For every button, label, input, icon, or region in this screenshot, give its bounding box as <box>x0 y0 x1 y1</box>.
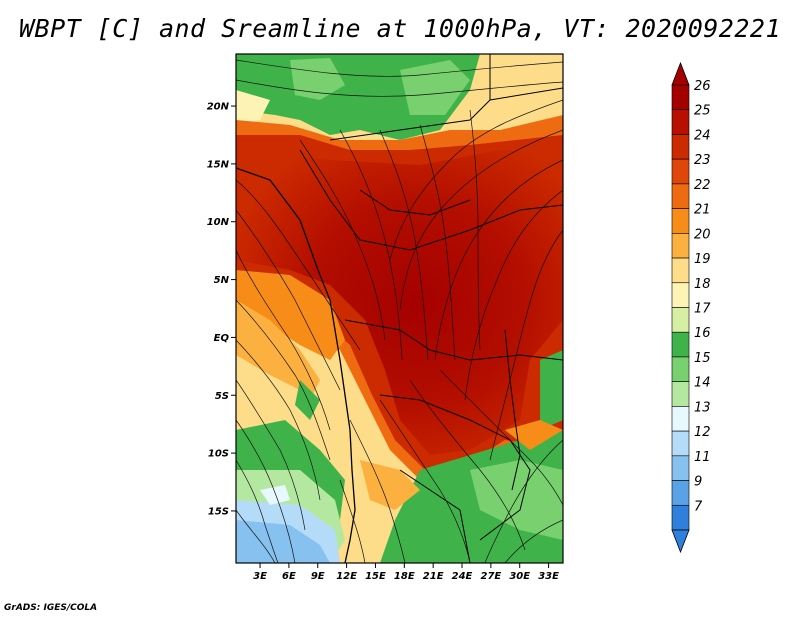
colorbar-swatch <box>671 430 690 457</box>
lat-label: 5S <box>215 391 229 402</box>
colorbar-label: 23 <box>694 153 711 168</box>
lat-label: 15N <box>207 159 230 170</box>
chart-title: WBPT [C] and Sreamline at 1000hPa, VT: 2… <box>18 14 781 43</box>
colorbar-label: 15 <box>694 351 711 366</box>
colorbar-label: 25 <box>694 104 711 119</box>
colorbar-label: 14 <box>694 376 711 391</box>
lat-label: 20N <box>207 102 230 113</box>
lon-label: 6E <box>282 571 296 582</box>
colorbar-label: 18 <box>694 277 711 292</box>
borders <box>236 54 563 563</box>
colorbar-swatch <box>671 183 690 209</box>
colorbar-label: 9 <box>694 475 702 490</box>
lat-label: 10N <box>207 217 230 228</box>
colorbar-label: 7 <box>694 499 703 514</box>
colorbar-label: 19 <box>694 252 711 267</box>
colorbar-label: 24 <box>694 128 711 143</box>
lon-label: 3E <box>253 571 267 582</box>
colorbar: 26 25 24 23 22 21 20 19 18 17 16 15 14 13 12 11 9 7 <box>671 61 711 554</box>
lat-label: 15S <box>208 506 229 517</box>
colorbar-swatch <box>671 356 690 382</box>
colorbar-swatch <box>671 257 690 284</box>
colorbar-swatch <box>671 282 690 308</box>
lat-label: 10S <box>208 449 229 460</box>
colorbar-swatch <box>671 233 690 259</box>
colorbar-swatch <box>671 134 690 160</box>
colorbar-label: 20 <box>694 227 711 242</box>
lon-label: 15E <box>365 571 386 582</box>
colorbar-swatch <box>671 504 690 531</box>
wbpt-shading <box>236 54 563 563</box>
lon-label: 33E <box>538 571 559 582</box>
colorbar-swatch <box>671 307 690 333</box>
streamlines <box>236 59 563 563</box>
colorbar-label: 26 <box>694 79 711 94</box>
grads-credit: GrADS: IGES/COLA <box>4 603 98 613</box>
latitude-axis: 20N 15N 10N 5N EQ 5S 10S 15S <box>207 102 236 517</box>
lon-label: 27E <box>480 571 501 582</box>
colorbar-top-arrow <box>671 61 690 86</box>
map-frame <box>235 53 564 564</box>
lon-label: 21E <box>423 571 444 582</box>
colorbar-label: 22 <box>694 178 711 193</box>
colorbar-label: 21 <box>694 203 711 218</box>
lon-label: 30E <box>509 571 530 582</box>
colorbar-swatch <box>671 331 690 358</box>
lon-label: 12E <box>336 571 357 582</box>
colorbar-swatch <box>671 109 690 135</box>
longitude-axis: 3E 6E 9E 12E 15E 18E 21E 24E 27E 30E 33E <box>253 563 559 582</box>
colorbar-swatch <box>671 84 690 111</box>
colorbar-swatch <box>671 381 690 407</box>
colorbar-swatch <box>671 480 690 506</box>
colorbar-label: 11 <box>694 450 711 465</box>
colorbar-label: 12 <box>694 425 711 440</box>
lon-label: 18E <box>394 571 415 582</box>
colorbar-swatch <box>671 406 690 432</box>
lat-label: 5N <box>214 275 230 286</box>
colorbar-label: 13 <box>694 400 711 415</box>
colorbar-swatch <box>671 455 690 481</box>
lat-label: EQ <box>214 333 230 344</box>
colorbar-swatch <box>671 208 690 234</box>
colorbar-label: 16 <box>694 326 711 341</box>
lon-label: 24E <box>452 571 473 582</box>
colorbar-swatch <box>671 158 690 185</box>
lon-label: 9E <box>311 571 325 582</box>
colorbar-bottom-arrow <box>671 529 690 554</box>
colorbar-label: 17 <box>694 302 711 317</box>
